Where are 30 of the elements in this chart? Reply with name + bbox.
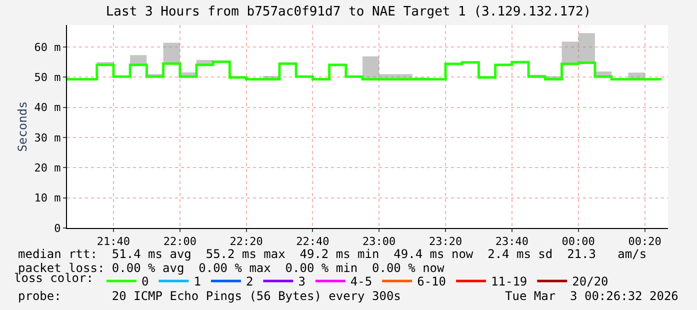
legend-label: 6-10: [417, 274, 446, 289]
legend-label: 2: [246, 274, 254, 289]
x-tick-label: 23:00: [362, 235, 396, 248]
x-tick-label: 00:20: [628, 235, 662, 248]
x-tick-label: 21:40: [96, 235, 130, 248]
x-tick-label: 00:00: [562, 235, 595, 248]
legend-label: 3: [298, 274, 306, 289]
legend-label: 4-5: [350, 274, 372, 289]
x-tick-label: 23:20: [428, 235, 462, 248]
y-tick-label: 40 m: [34, 101, 62, 114]
legend-label: 20/20: [572, 274, 608, 289]
y-axis-title: Seconds: [16, 101, 30, 152]
text: Tue Mar 3 00:26:32 2026: [505, 289, 678, 303]
y-tick-label: 10 m: [34, 192, 62, 205]
y-tick-label: 60 m: [34, 40, 62, 54]
legend-label: 0: [141, 274, 149, 289]
legend-label: 11-19: [491, 274, 528, 289]
text: median rtt: 51.4 ms avg 55.2 ms max 49.2 ms min 49.4 ms now 2.4 ms sd 21.3 am/s: [18, 247, 647, 261]
text: probe: 20 ICMP Echo Pings (56 Bytes) every 300s: [18, 289, 401, 303]
legend-title: loss color:: [14, 271, 94, 286]
x-tick-label: 23:40: [495, 235, 529, 248]
x-tick-label: 22:00: [163, 235, 196, 248]
y-tick-label: 50 m: [34, 71, 62, 84]
chart-title: Last 3 Hours from b757ac0f91d7 to NAE Target 1 (3.129.132.172): [106, 4, 592, 20]
y-tick-label: 20 m: [34, 162, 62, 175]
legend-label: 1: [194, 274, 201, 289]
y-tick-label: 30 m: [34, 131, 62, 144]
y-tick-label: 0: [54, 222, 61, 235]
x-tick-label: 22:20: [230, 235, 263, 248]
x-tick-label: 22:40: [296, 235, 330, 248]
